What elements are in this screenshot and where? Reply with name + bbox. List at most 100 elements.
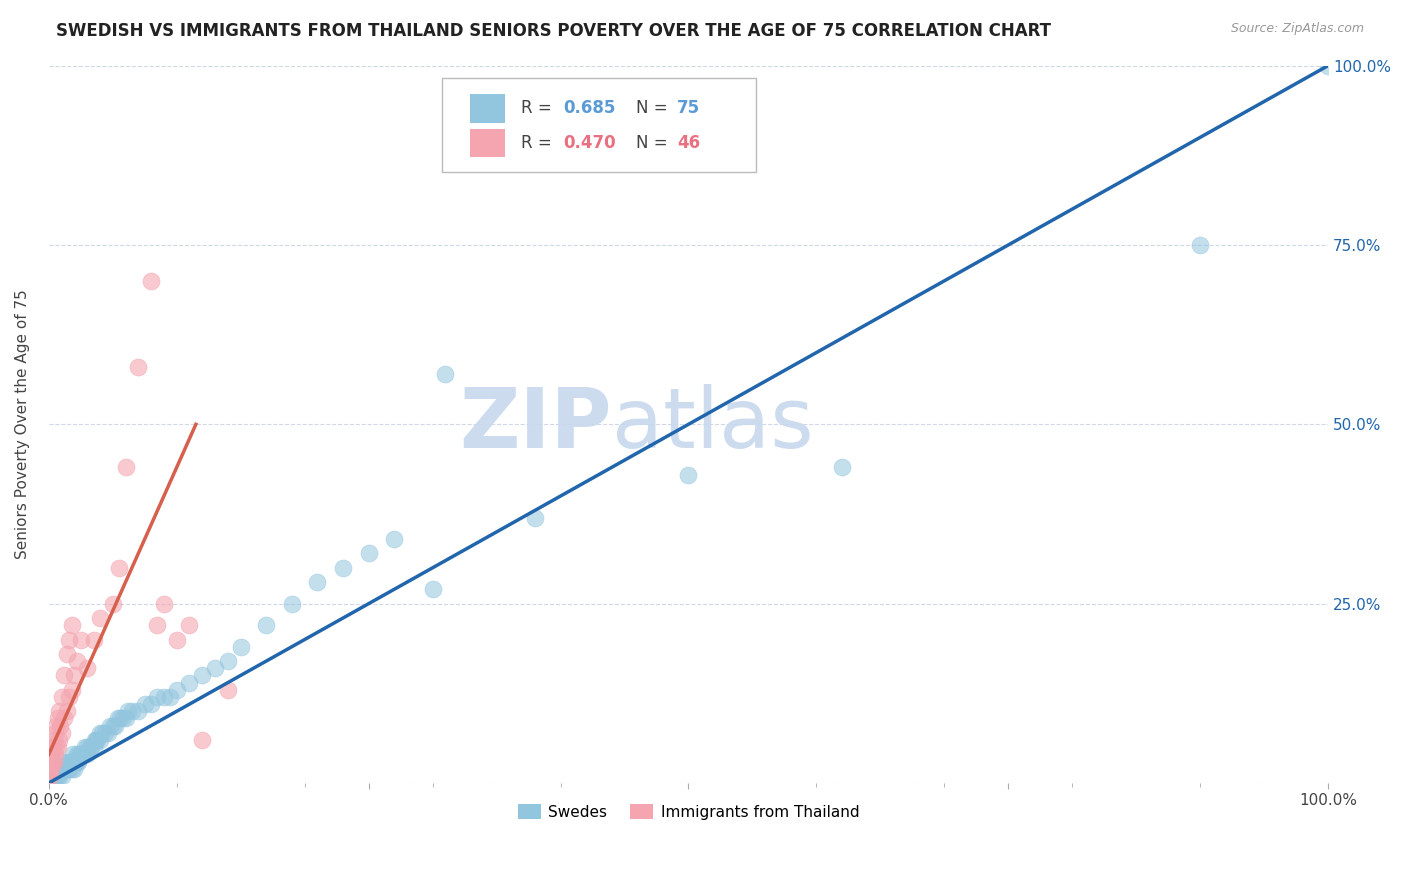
Point — [56, 755, 79, 769]
Point — [179, 618, 201, 632]
Point — [134, 697, 156, 711]
Point — [51, 690, 73, 704]
Point — [217, 682, 239, 697]
Point — [281, 597, 304, 611]
Point — [121, 704, 143, 718]
Point — [56, 762, 79, 776]
Point — [69, 632, 91, 647]
Point — [217, 654, 239, 668]
Point — [98, 719, 121, 733]
Point — [382, 532, 405, 546]
Point — [107, 711, 129, 725]
Text: atlas: atlas — [612, 384, 814, 465]
Point — [46, 740, 69, 755]
Point — [53, 762, 76, 776]
Point — [55, 762, 77, 776]
Point — [58, 690, 80, 704]
Point — [104, 719, 127, 733]
Point — [204, 661, 226, 675]
Point — [153, 690, 176, 704]
Point — [42, 755, 65, 769]
Point — [72, 747, 94, 762]
Point — [83, 740, 105, 755]
Point — [357, 546, 380, 560]
Point — [55, 704, 77, 718]
Point — [38, 769, 60, 783]
Point — [60, 682, 83, 697]
Text: N =: N = — [636, 99, 673, 117]
Point — [60, 762, 83, 776]
Point — [76, 661, 98, 675]
Text: Source: ZipAtlas.com: Source: ZipAtlas.com — [1230, 22, 1364, 36]
Point — [101, 719, 124, 733]
Point — [146, 618, 169, 632]
Point — [110, 711, 132, 725]
Point — [46, 769, 69, 783]
Point — [46, 711, 69, 725]
Point — [108, 561, 131, 575]
Y-axis label: Seniors Poverty Over the Age of 75: Seniors Poverty Over the Age of 75 — [15, 289, 30, 559]
Point — [51, 726, 73, 740]
Point — [117, 704, 139, 718]
Point — [127, 359, 149, 374]
Point — [45, 740, 67, 755]
Point — [38, 762, 60, 776]
Point — [76, 747, 98, 762]
Text: 75: 75 — [676, 99, 700, 117]
Point — [1189, 238, 1212, 252]
Point — [153, 597, 176, 611]
Legend: Swedes, Immigrants from Thailand: Swedes, Immigrants from Thailand — [512, 797, 865, 826]
Point — [254, 618, 277, 632]
Point — [191, 668, 214, 682]
Point — [191, 733, 214, 747]
Point — [44, 726, 66, 740]
Point — [63, 762, 86, 776]
Point — [51, 762, 73, 776]
Point — [39, 769, 62, 783]
Point — [97, 726, 120, 740]
Point — [60, 755, 83, 769]
Point — [48, 769, 70, 783]
Point — [67, 755, 90, 769]
Point — [79, 740, 101, 755]
Point — [48, 704, 70, 718]
Point — [63, 755, 86, 769]
Point — [65, 755, 87, 769]
Point — [45, 769, 67, 783]
FancyBboxPatch shape — [470, 94, 506, 122]
Point — [63, 668, 86, 682]
Point — [53, 668, 76, 682]
Point — [42, 733, 65, 747]
Point — [114, 460, 136, 475]
Point — [1317, 59, 1340, 73]
Point — [66, 755, 89, 769]
Text: N =: N = — [636, 134, 673, 152]
Point — [523, 510, 546, 524]
Text: SWEDISH VS IMMIGRANTS FROM THAILAND SENIORS POVERTY OVER THE AGE OF 75 CORRELATI: SWEDISH VS IMMIGRANTS FROM THAILAND SENI… — [56, 22, 1052, 40]
Text: ZIP: ZIP — [460, 384, 612, 465]
Point — [45, 719, 67, 733]
Point — [91, 726, 114, 740]
Point — [94, 726, 117, 740]
Point — [39, 755, 62, 769]
Point — [60, 618, 83, 632]
Point — [51, 769, 73, 783]
Point — [139, 697, 162, 711]
Point — [48, 733, 70, 747]
Point — [58, 762, 80, 776]
Point — [84, 733, 107, 747]
Point — [49, 719, 72, 733]
Point — [127, 704, 149, 718]
Point — [51, 755, 73, 769]
Point — [59, 755, 82, 769]
Point — [53, 711, 76, 725]
Point — [39, 747, 62, 762]
Point — [89, 733, 111, 747]
Text: R =: R = — [520, 99, 557, 117]
Text: 0.470: 0.470 — [562, 134, 616, 152]
FancyBboxPatch shape — [470, 128, 506, 157]
Point — [89, 726, 111, 740]
Point — [166, 682, 188, 697]
Point — [101, 597, 124, 611]
Point — [39, 762, 62, 776]
